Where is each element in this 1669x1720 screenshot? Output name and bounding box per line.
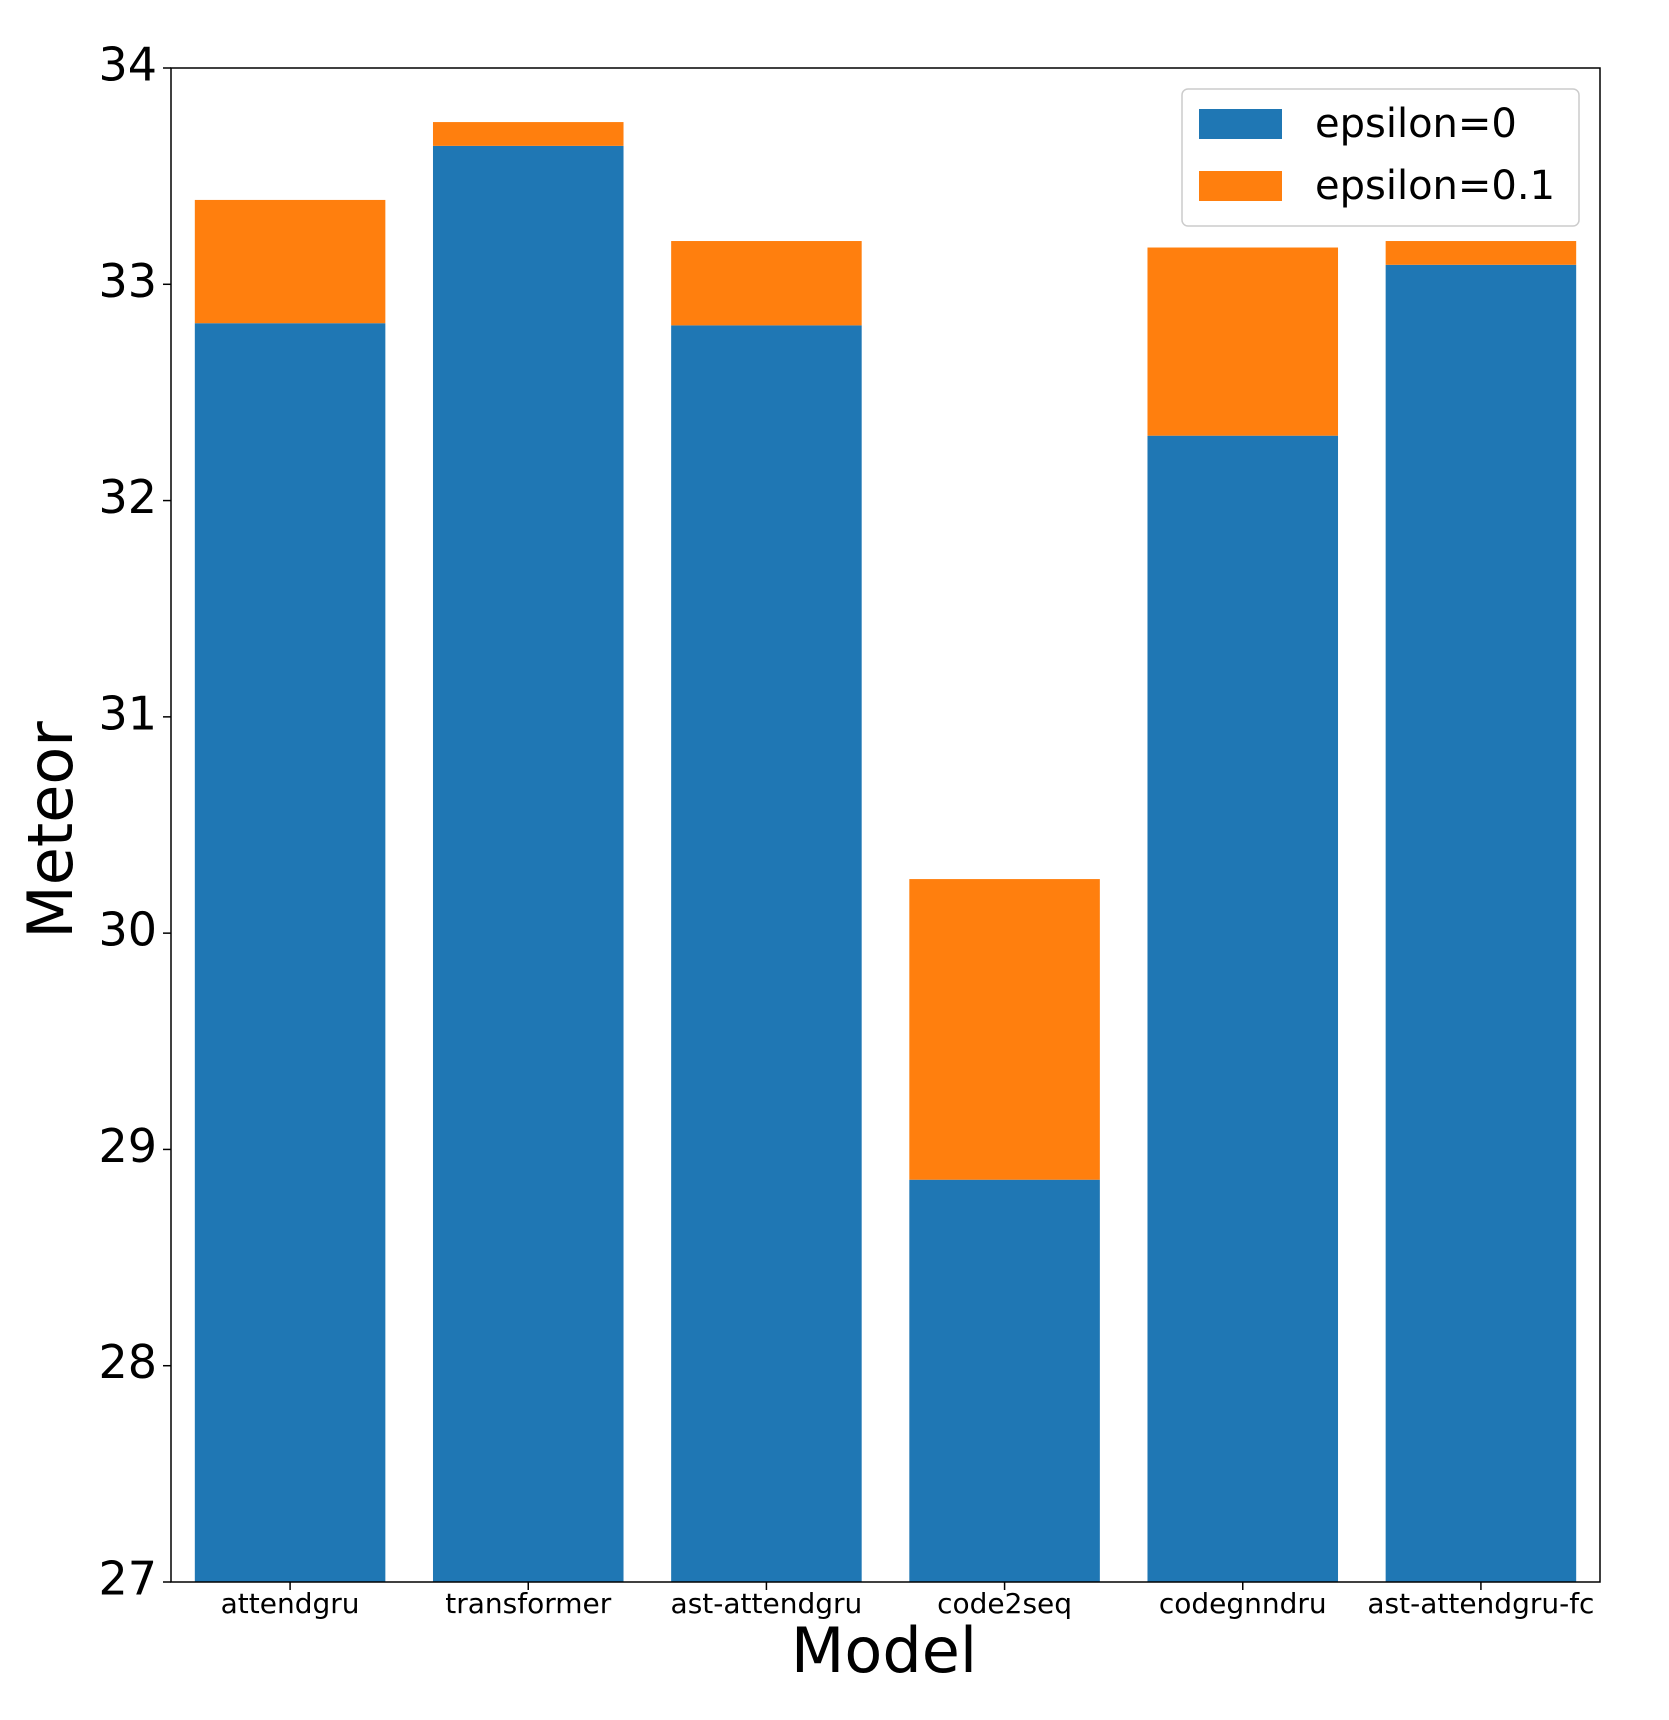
- x-tick-label: ast-attendgru-fc: [1367, 1587, 1594, 1620]
- x-tick-label: attendgru: [221, 1587, 360, 1620]
- x-tick-label: transformer: [445, 1587, 611, 1620]
- bar-segment: [194, 199, 386, 324]
- x-tick-label: code2seq: [937, 1587, 1072, 1620]
- y-tick-label: 31: [98, 686, 157, 740]
- plot-frame: [170, 67, 1601, 1583]
- y-tick-label: 27: [98, 1552, 157, 1606]
- bar-segment: [194, 323, 386, 1582]
- x-tick-label: ast-attendgru: [671, 1587, 863, 1620]
- y-axis-label: Meteor: [14, 721, 87, 939]
- legend-swatch: [1199, 171, 1282, 201]
- bar-segment: [909, 879, 1100, 1180]
- bar-segment: [432, 122, 624, 146]
- y-tick-label: 32: [98, 470, 157, 524]
- y-tick-label: 28: [98, 1335, 157, 1389]
- bar-segment: [671, 241, 862, 326]
- y-tick-label: 30: [98, 903, 157, 957]
- bar-segment: [1147, 247, 1339, 436]
- y-tick-label: 29: [98, 1119, 157, 1173]
- bar-segment: [432, 145, 624, 1583]
- bar-segment: [671, 325, 862, 1582]
- x-tick-label: codegnndru: [1159, 1587, 1327, 1620]
- legend-swatch: [1199, 109, 1282, 139]
- bar-segment: [1385, 241, 1577, 265]
- legend-label: epsilon=0: [1315, 101, 1517, 147]
- legend-label: epsilon=0.1: [1315, 163, 1555, 209]
- bar-segment: [909, 1179, 1100, 1582]
- x-axis-label: Model: [791, 1614, 977, 1687]
- bar-segment: [1147, 435, 1339, 1583]
- y-tick-label: 33: [98, 254, 157, 308]
- bar-segment: [1385, 264, 1577, 1582]
- y-tick-label: 34: [98, 38, 157, 92]
